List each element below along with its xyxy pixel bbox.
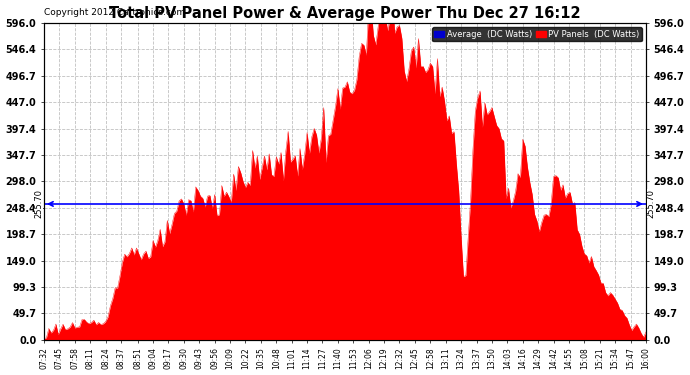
Legend: Average  (DC Watts), PV Panels  (DC Watts): Average (DC Watts), PV Panels (DC Watts) [432,27,642,41]
Title: Total PV Panel Power & Average Power Thu Dec 27 16:12: Total PV Panel Power & Average Power Thu… [109,6,581,21]
Text: 255.70: 255.70 [647,189,656,218]
Text: 255.70: 255.70 [34,189,43,218]
Text: Copyright 2012 Cartronics.com: Copyright 2012 Cartronics.com [44,8,185,17]
